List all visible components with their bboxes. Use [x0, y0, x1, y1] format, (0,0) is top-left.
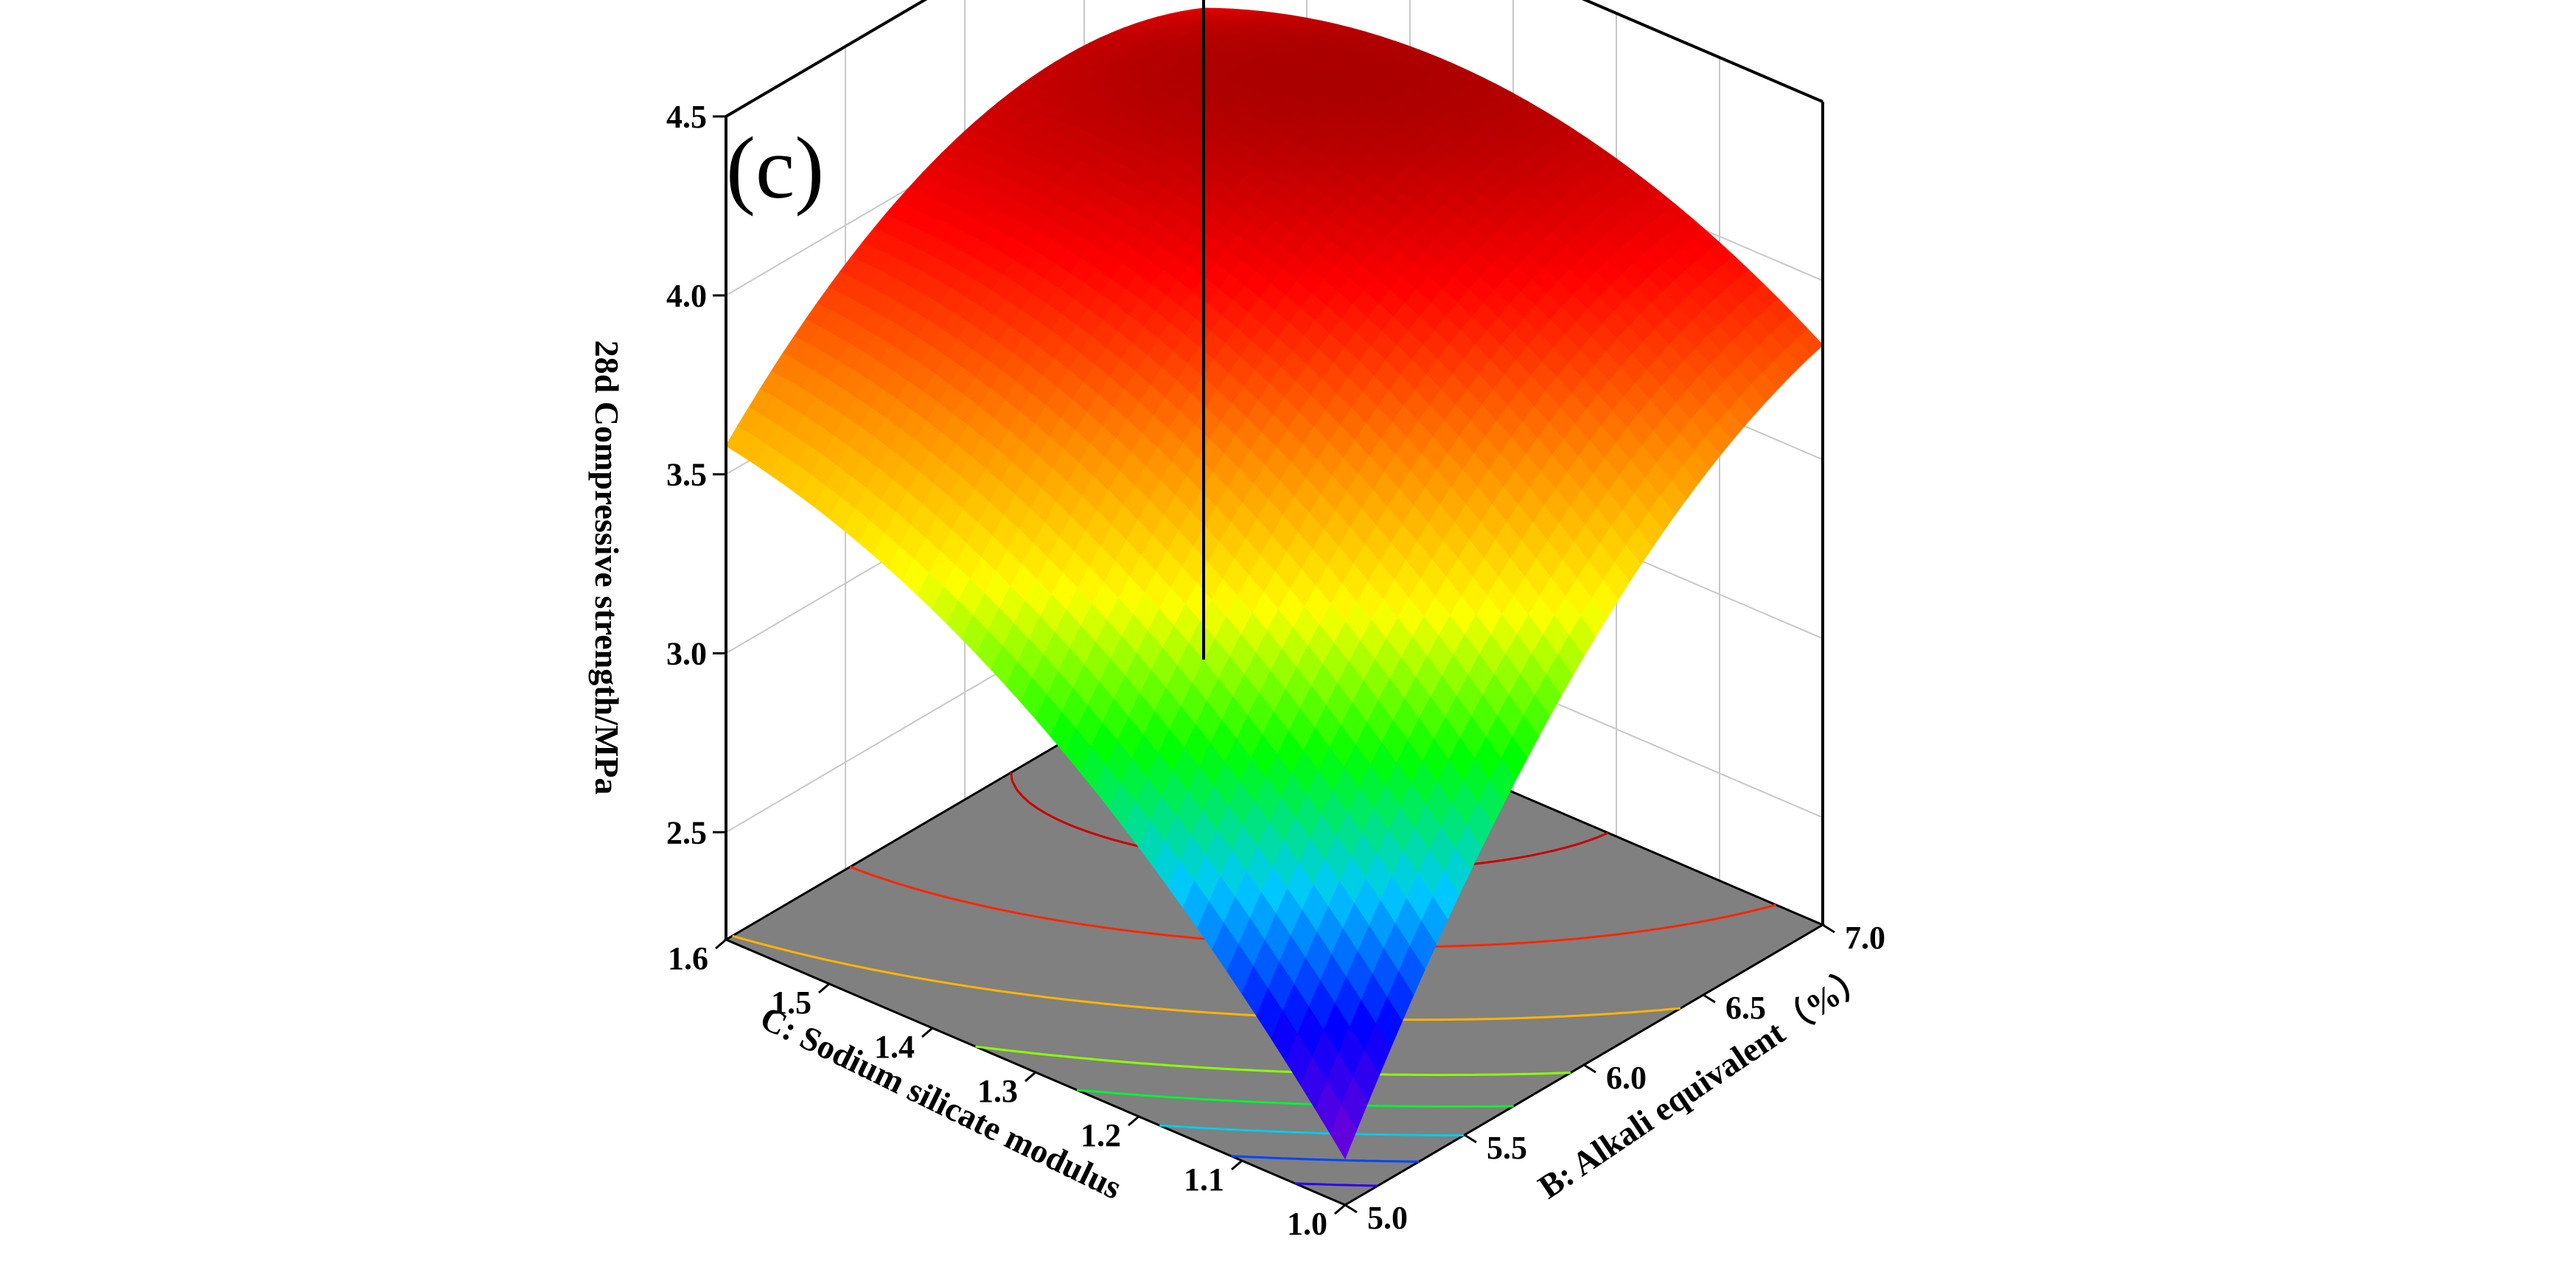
c-tick [1231, 1159, 1243, 1171]
c-tick-label: 1.2 [1081, 1117, 1121, 1153]
c-tick [818, 982, 830, 994]
b-tick [1583, 1063, 1596, 1074]
b-tick-label: 7.0 [1845, 920, 1885, 956]
b-tick-label: 6.5 [1725, 990, 1766, 1026]
b-tick [1344, 1203, 1358, 1214]
z-tick-label: 3.0 [666, 635, 707, 671]
response-surface [725, 7, 1823, 1160]
b-tick-label: 5.5 [1487, 1130, 1527, 1166]
c-tick-label: 1.4 [874, 1029, 915, 1065]
c-tick [715, 938, 727, 950]
c-tick [1334, 1203, 1346, 1215]
b-tick-label: 5.0 [1367, 1200, 1408, 1236]
contour-line [1295, 1182, 1378, 1187]
b-tick [1464, 1133, 1477, 1144]
b-tick-label: 6.0 [1606, 1060, 1647, 1096]
c-tick [1128, 1115, 1139, 1127]
c-tick [921, 1027, 933, 1038]
z-axis-title: 28d Compressive strength/MPa [588, 340, 626, 795]
b-tick [1822, 923, 1835, 934]
c-tick [1025, 1071, 1036, 1083]
z-tick-label: 4.5 [666, 99, 707, 135]
surface-cell [1330, 1104, 1358, 1160]
panel-label: (c) [726, 119, 824, 217]
b-tick [1703, 993, 1716, 1004]
c-tick-label: 1.5 [771, 985, 811, 1021]
z-tick-label: 4.0 [666, 278, 707, 314]
c-tick-label: 1.0 [1287, 1206, 1327, 1242]
axis-ticks: 2.5 3.0 3.5 4.0 4.5 1.0 1.1 1.2 1.3 1.4 1.5 1.6 5.0 5… [666, 99, 1885, 1242]
top-edges [725, 0, 1823, 118]
c-tick-label: 1.1 [1184, 1161, 1224, 1198]
c-tick-label: 1.3 [977, 1073, 1018, 1109]
contour-line [1231, 1155, 1420, 1163]
c-tick-label: 1.6 [668, 940, 708, 976]
axis-frame [725, 0, 1824, 940]
z-tick-label: 3.5 [666, 457, 707, 493]
z-tick-label: 2.5 [666, 814, 707, 850]
